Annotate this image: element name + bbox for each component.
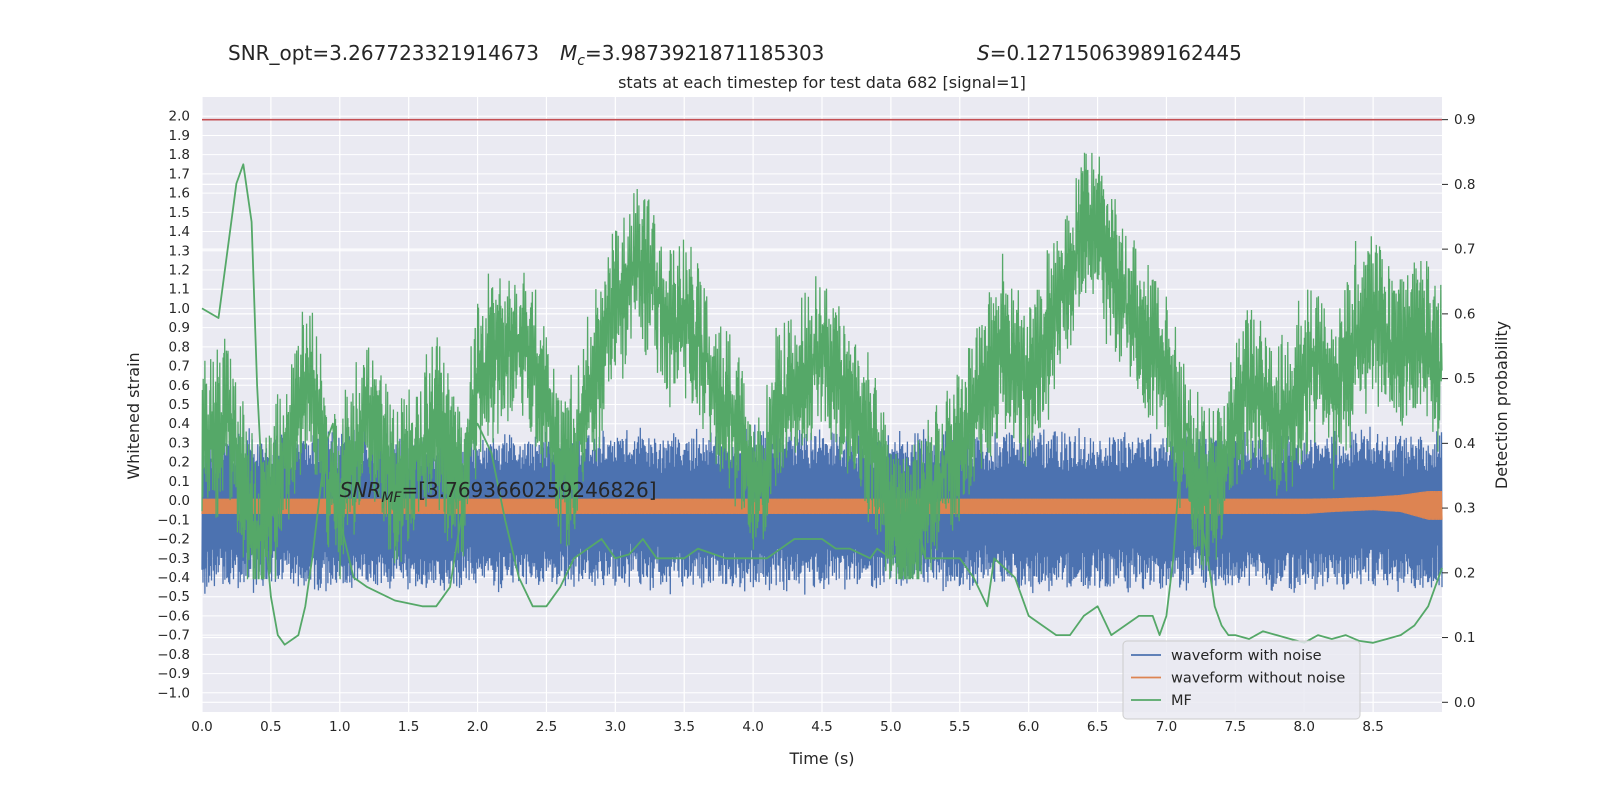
y-left-tick-label: 0.2 — [169, 455, 190, 471]
mc-value: =3.9873921871185303 — [585, 41, 824, 65]
snr-subscript: MF — [381, 490, 402, 506]
x-tick-label: 7.0 — [1156, 719, 1177, 735]
y-right-tick-label: 0.4 — [1454, 436, 1475, 452]
y-right-tick-label: 0.9 — [1454, 112, 1475, 128]
y-left-tick-label: 1.0 — [169, 301, 190, 317]
y-left-tick-label: −0.6 — [157, 608, 190, 624]
right-axis-label: Detection probability — [1492, 321, 1511, 489]
y-right-tick-label: 0.3 — [1454, 501, 1475, 517]
x-tick-label: 3.0 — [605, 719, 626, 735]
y-left-tick-label: 0.4 — [169, 416, 190, 432]
y-left-tick-label: 2.0 — [169, 109, 190, 125]
y-left-tick-label: 0.3 — [169, 435, 190, 451]
x-tick-label: 7.5 — [1225, 719, 1246, 735]
s-value: =0.12715063989162445 — [990, 41, 1242, 65]
y-left-tick-label: −0.8 — [157, 647, 190, 663]
y-left-tick-label: 0.6 — [169, 378, 190, 394]
x-tick-label: 3.5 — [673, 719, 694, 735]
x-tick-label: 2.0 — [467, 719, 488, 735]
y-left-tick-label: −0.4 — [157, 570, 190, 586]
x-tick-label: 5.0 — [880, 719, 901, 735]
y-left-tick-label: 0.1 — [169, 474, 190, 490]
x-tick-label: 1.5 — [398, 719, 419, 735]
legend-label: waveform with noise — [1171, 648, 1322, 664]
legend-label: waveform without noise — [1171, 671, 1345, 687]
y-left-tick-label: −0.1 — [157, 512, 190, 528]
y-right-tick-label: 0.2 — [1454, 565, 1475, 581]
s-symbol: S — [977, 41, 990, 65]
x-tick-label: 2.5 — [536, 719, 557, 735]
y-left-tick-label: −1.0 — [157, 685, 190, 701]
y-right-tick-label: 0.8 — [1454, 177, 1475, 193]
y-left-tick-label: 1.5 — [169, 205, 190, 221]
left-axis-label: Whitened strain — [124, 352, 143, 479]
x-axis-ticks: 0.0 0.5 1.0 1.5 2.0 2.5 3.0 3.5 4.0 4.5 5.0 5.5 6.0 6… — [191, 719, 1384, 735]
right-axis-ticks: 0.0 0.1 0.2 0.3 0.4 0.5 0.6 0.7 0.8 0.9 — [1442, 112, 1475, 711]
y-left-tick-label: 1.8 — [169, 147, 190, 163]
snr-symbol: SNR — [340, 478, 382, 502]
y-left-tick-label: 1.3 — [169, 243, 190, 259]
snr-mf-annotation: SNRMF=[3.7693660259246826] — [340, 478, 657, 506]
y-left-tick-label: 1.4 — [169, 224, 190, 240]
detection-probability-line — [201, 152, 1443, 580]
x-tick-label: 0.5 — [260, 719, 281, 735]
x-tick-label: 6.0 — [1018, 719, 1039, 735]
mc-subscript: c — [577, 53, 585, 69]
left-axis-ticks: −1.0 −0.9 −0.8 −0.7 −0.6 −0.5 −0.4 −0.3 −0.2 −0.1… — [157, 109, 190, 702]
y-left-tick-label: 1.2 — [169, 262, 190, 278]
y-left-tick-label: −0.3 — [157, 551, 190, 567]
y-left-tick-label: 0.9 — [169, 320, 190, 336]
y-left-tick-label: 0.5 — [169, 397, 190, 413]
y-right-tick-label: 0.5 — [1454, 371, 1475, 387]
x-tick-label: 1.0 — [329, 719, 350, 735]
x-tick-label: 0.0 — [191, 719, 212, 735]
y-right-tick-label: 0.7 — [1454, 242, 1475, 258]
y-right-tick-label: 0.6 — [1454, 306, 1475, 322]
x-axis-label: Time (s) — [788, 749, 854, 768]
y-left-tick-label: 0.0 — [169, 493, 190, 509]
x-tick-label: 4.5 — [811, 719, 832, 735]
legend-box — [1122, 640, 1361, 720]
y-left-tick-label: −0.2 — [157, 532, 190, 548]
x-tick-label: 5.5 — [949, 719, 970, 735]
suptitle-s: S=0.12715063989162445 — [977, 41, 1242, 65]
x-tick-label: 8.0 — [1293, 719, 1314, 735]
y-left-tick-label: 1.9 — [169, 128, 190, 144]
y-left-tick-label: −0.9 — [157, 666, 190, 682]
mc-symbol: M — [560, 41, 577, 65]
suptitle-snr-opt: SNR_opt=3.267723321914673 — [228, 41, 539, 65]
legend: waveform with noise waveform without nois… — [1122, 640, 1361, 720]
y-left-tick-label: 1.1 — [169, 282, 190, 298]
y-right-tick-label: 0.0 — [1454, 695, 1475, 711]
suptitle-chirp-mass: Mc=3.9873921871185303 — [560, 41, 824, 69]
series-layer — [201, 118, 1443, 646]
y-left-tick-label: 1.6 — [169, 186, 190, 202]
y-left-tick-label: −0.7 — [157, 628, 190, 644]
y-left-tick-label: 1.7 — [169, 166, 190, 182]
y-right-tick-label: 0.1 — [1454, 630, 1475, 646]
legend-label: MF — [1171, 693, 1192, 709]
y-left-tick-label: 0.7 — [169, 359, 190, 375]
mf-line — [201, 163, 1443, 646]
x-tick-label: 8.5 — [1362, 719, 1383, 735]
x-tick-label: 4.0 — [742, 719, 763, 735]
chart-title: stats at each timestep for test data 682… — [618, 73, 1026, 92]
y-left-tick-label: 0.8 — [169, 339, 190, 355]
snr-value: =[3.7693660259246826] — [401, 478, 656, 502]
x-tick-label: 6.5 — [1087, 719, 1108, 735]
y-left-tick-label: −0.5 — [157, 589, 190, 605]
